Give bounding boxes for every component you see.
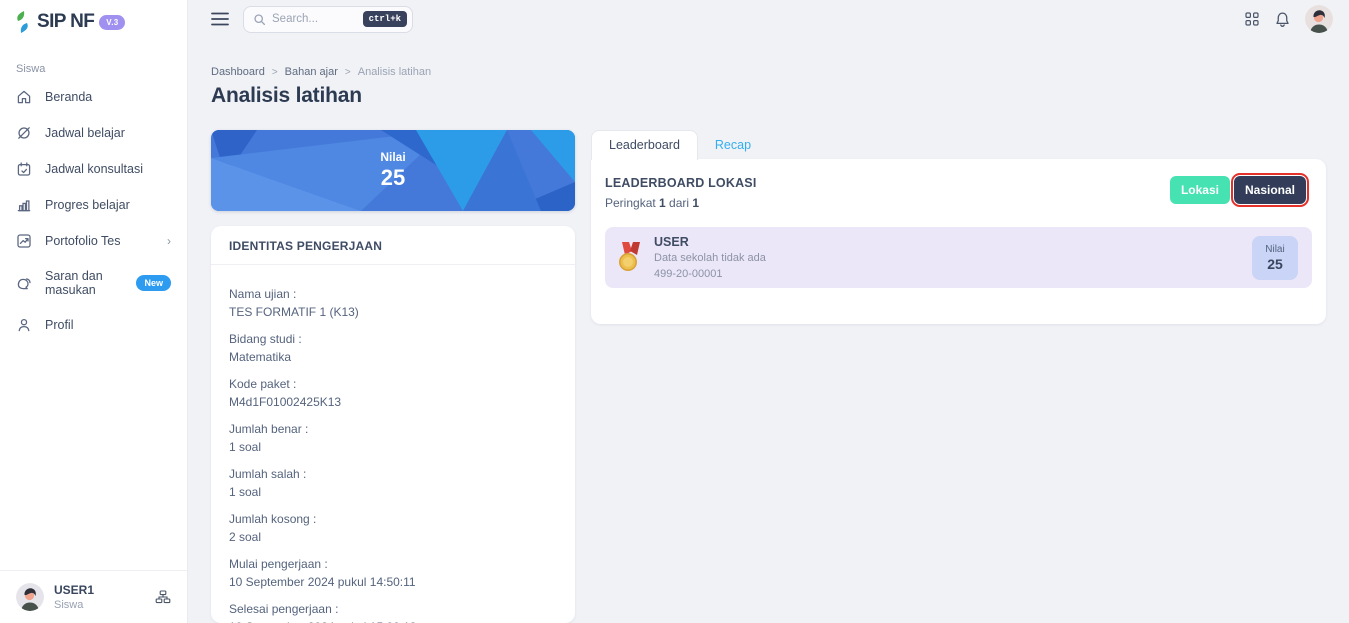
- pen-icon: [16, 125, 32, 141]
- shortcut-badge: ctrl+k: [362, 11, 407, 27]
- hamburger-menu-icon[interactable]: [211, 12, 229, 26]
- entry-score-label: Nilai: [1265, 243, 1285, 255]
- leaderboard-panel: LEADERBOARD LOKASI Peringkat 1 dari 1 Lo…: [591, 159, 1326, 324]
- breadcrumb-separator: >: [271, 66, 278, 78]
- sidebar-item-label: Beranda: [45, 90, 93, 104]
- footer-role: Siswa: [54, 599, 84, 611]
- calendar-check-icon: [16, 161, 32, 177]
- breadcrumb-current: Analisis latihan: [357, 66, 432, 78]
- sitemap-icon[interactable]: [155, 589, 171, 605]
- field-jumlah-salah: Jumlah salah : 1 soal: [229, 467, 307, 499]
- sidebar-item-progres-belajar[interactable]: Progres belajar: [0, 187, 187, 223]
- score-card: Nilai 25: [211, 130, 575, 211]
- sidebar-item-label: Saran dan masukan: [45, 269, 103, 297]
- medal-icon: [618, 242, 644, 273]
- search-input[interactable]: [272, 13, 357, 25]
- field-bidang-studi: Bidang studi : Matematika: [229, 332, 302, 364]
- field-mulai-pengerjaan: Mulai pengerjaan : 10 September 2024 puk…: [229, 557, 416, 589]
- breadcrumb: Dashboard > Bahan ajar > Analisis latiha…: [211, 66, 1326, 78]
- sidebar-item-jadwal-belajar[interactable]: Jadwal belajar: [0, 115, 187, 151]
- search-box[interactable]: ctrl+k: [243, 5, 413, 33]
- main-area: ctrl+k Dashboard > Bahan ajar > Analisis…: [188, 0, 1349, 623]
- entry-score-badge: Nilai 25: [1252, 235, 1298, 280]
- sidebar-item-label: Progres belajar: [45, 198, 130, 212]
- field-kode-paket: Kode paket : M4d1F01002425K13: [229, 377, 342, 409]
- nasional-button[interactable]: Nasional: [1230, 173, 1310, 207]
- sidebar-item-label: Profil: [45, 318, 74, 332]
- sidebar-item-portofolio-tes[interactable]: Portofolio Tes ›: [0, 223, 187, 259]
- sidebar-section-label: Siswa: [16, 63, 46, 75]
- score-label: Nilai: [380, 150, 406, 164]
- chevron-right-icon: ›: [167, 234, 171, 248]
- field-jumlah-benar: Jumlah benar : 1 soal: [229, 422, 309, 454]
- entry-name: USER: [654, 235, 689, 249]
- sidebar-item-profil[interactable]: Profil: [0, 307, 187, 343]
- tab-recap[interactable]: Recap: [714, 138, 752, 152]
- footer-username: USER1: [54, 583, 95, 597]
- identity-card: IDENTITAS PENGERJAAN Nama ujian : TES FO…: [211, 226, 575, 623]
- breadcrumb-dashboard[interactable]: Dashboard: [211, 66, 265, 78]
- entry-id: 499-20-00001: [654, 268, 723, 280]
- version-badge: V.3: [99, 14, 126, 30]
- apps-grid-icon[interactable]: [1244, 11, 1260, 27]
- lokasi-button[interactable]: Lokasi: [1169, 176, 1230, 204]
- leaderboard-tabs: Leaderboard Recap: [591, 130, 1326, 160]
- sidebar-item-label: Jadwal belajar: [45, 126, 125, 140]
- avatar[interactable]: [16, 583, 44, 611]
- home-icon: [16, 89, 32, 105]
- tab-leaderboard[interactable]: Leaderboard: [591, 130, 698, 160]
- chat-icon: [16, 275, 32, 291]
- brand-name: SIP NF: [37, 11, 95, 32]
- identity-card-title: IDENTITAS PENGERJAAN: [211, 226, 575, 265]
- sidebar-item-saran-dan-masukan[interactable]: Saran dan masukan New: [0, 259, 187, 307]
- sidebar-item-label: Jadwal konsultasi: [45, 162, 143, 176]
- sidebar-item-label: Portofolio Tes: [45, 234, 121, 248]
- bar-chart-icon: [16, 197, 32, 213]
- rank-text: Peringkat 1 dari 1: [605, 196, 700, 210]
- user-icon: [16, 317, 32, 333]
- field-selesai-pengerjaan: Selesai pengerjaan : 10 September 2024 p…: [229, 602, 416, 623]
- entry-score-value: 25: [1267, 255, 1283, 272]
- line-chart-icon: [16, 233, 32, 249]
- breadcrumb-separator: >: [344, 66, 351, 78]
- scope-toggle-group: Lokasi Nasional: [1169, 173, 1312, 207]
- field-nama-ujian: Nama ujian : TES FORMATIF 1 (K13): [229, 287, 359, 319]
- field-jumlah-kosong: Jumlah kosong : 2 soal: [229, 512, 317, 544]
- sidebar-nav: Beranda Jadwal belajar Jadwal konsultasi…: [0, 79, 187, 343]
- search-icon: [253, 13, 266, 26]
- brand-logo-icon: [14, 11, 32, 33]
- new-badge: New: [136, 275, 171, 291]
- sidebar: SIP NF V.3 Siswa Beranda Jadwal belajar …: [0, 0, 188, 623]
- content: Dashboard > Bahan ajar > Analisis latiha…: [188, 38, 1349, 623]
- breadcrumb-bahan-ajar[interactable]: Bahan ajar: [284, 66, 338, 78]
- topbar: ctrl+k: [188, 0, 1349, 38]
- page-title: Analisis latihan: [211, 84, 362, 107]
- entry-school: Data sekolah tidak ada: [654, 252, 766, 264]
- sidebar-item-beranda[interactable]: Beranda: [0, 79, 187, 115]
- leaderboard-entry-row[interactable]: USER Data sekolah tidak ada 499-20-00001…: [605, 227, 1312, 288]
- brand[interactable]: SIP NF V.3: [0, 0, 187, 41]
- sidebar-footer: USER1 Siswa: [0, 570, 187, 623]
- avatar[interactable]: [1305, 5, 1333, 33]
- notifications-bell-icon[interactable]: [1274, 11, 1291, 28]
- score-value: 25: [380, 165, 406, 190]
- leaderboard-heading: LEADERBOARD LOKASI: [605, 176, 757, 190]
- sidebar-item-jadwal-konsultasi[interactable]: Jadwal konsultasi: [0, 151, 187, 187]
- score-card-pattern: [211, 130, 575, 211]
